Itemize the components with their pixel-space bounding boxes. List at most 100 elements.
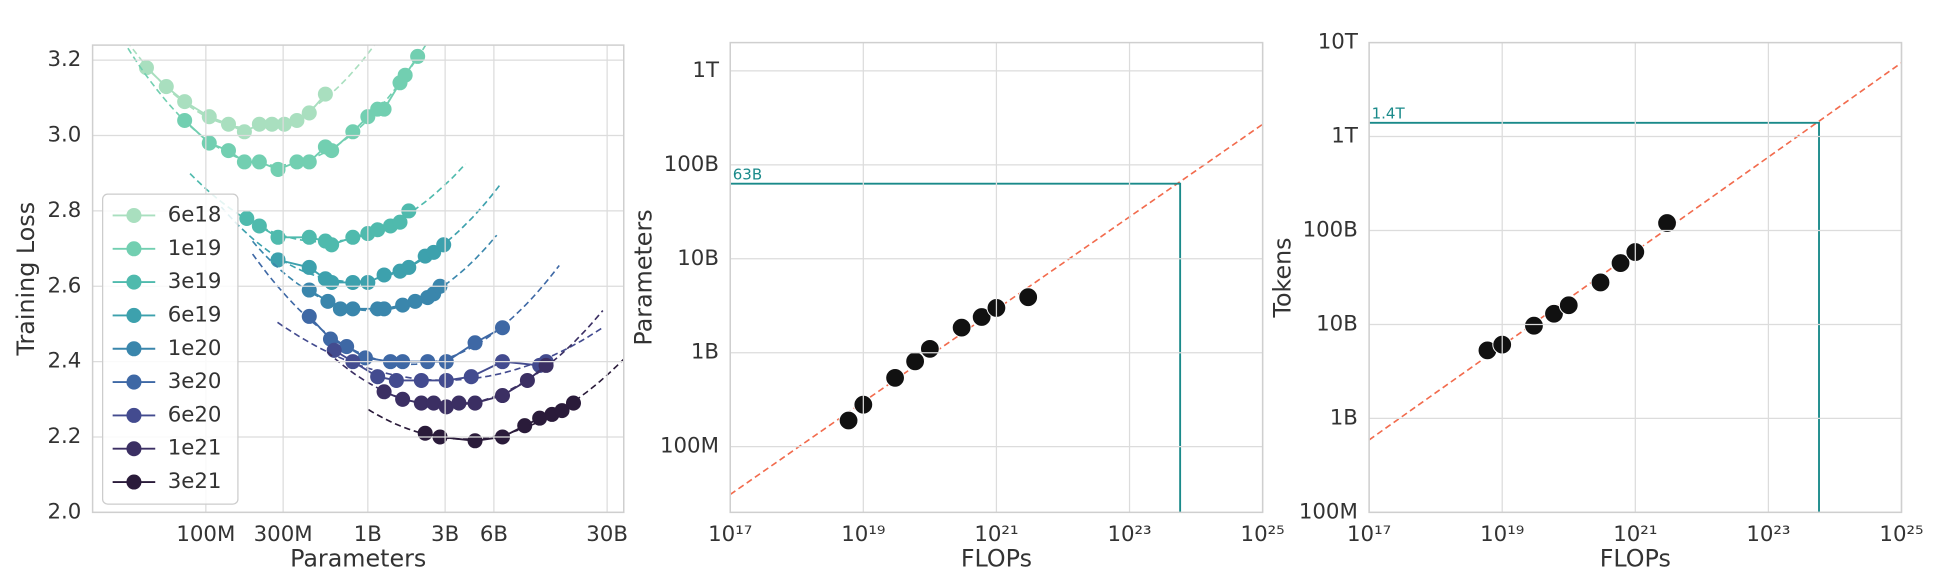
y-tick-label: 100M xyxy=(1299,499,1358,524)
point xyxy=(236,124,252,140)
point xyxy=(301,282,317,298)
point xyxy=(919,338,940,359)
plot xyxy=(127,45,624,449)
point xyxy=(1610,253,1631,273)
point xyxy=(301,105,317,121)
point xyxy=(1018,287,1039,308)
point xyxy=(467,335,483,351)
fit-curve xyxy=(127,45,427,167)
point xyxy=(301,154,317,170)
point xyxy=(270,229,286,245)
point xyxy=(332,301,348,317)
y-tick-label: 3.0 xyxy=(47,123,81,148)
point xyxy=(565,395,582,411)
legend-marker xyxy=(126,241,142,257)
fit-curve xyxy=(251,234,498,312)
annotation-lines xyxy=(730,182,1182,513)
annotation-label: 63B xyxy=(733,165,762,183)
point xyxy=(201,109,217,125)
point xyxy=(376,384,392,400)
point xyxy=(885,367,905,388)
x-tick-label: 10¹⁹ xyxy=(1480,522,1524,547)
y-tick-label: 10T xyxy=(1318,30,1359,55)
legend-marker xyxy=(126,307,142,323)
point xyxy=(251,218,267,234)
point xyxy=(345,229,361,245)
x-axis-label: FLOPs xyxy=(961,544,1032,572)
point xyxy=(395,297,411,313)
legend-label: 6e19 xyxy=(168,302,222,327)
y-tick-label: 1B xyxy=(1330,405,1358,430)
x-tick-label: 300M xyxy=(254,522,313,547)
y-tick-label: 2.0 xyxy=(47,499,81,524)
point xyxy=(538,357,554,373)
fit-curve xyxy=(128,45,376,129)
point xyxy=(339,339,355,355)
y-tick-label: 2.8 xyxy=(47,198,81,223)
y-tick-label: 100B xyxy=(664,152,719,177)
point xyxy=(276,116,292,132)
legend-label: 3e20 xyxy=(168,369,222,394)
point xyxy=(417,425,433,441)
y-tick-label: 100M xyxy=(660,434,719,459)
point xyxy=(413,395,429,411)
y-tick-label: 10B xyxy=(1316,311,1358,336)
point xyxy=(532,410,548,426)
y-axis-label: Tokens xyxy=(1268,237,1296,318)
axes-frame xyxy=(729,41,1264,514)
point xyxy=(301,259,317,275)
point xyxy=(324,274,340,291)
point xyxy=(1558,295,1579,316)
x-tick-label: 10¹⁹ xyxy=(841,522,885,547)
y-tick-label: 1T xyxy=(692,58,720,83)
y-tick-label: 1B xyxy=(691,340,719,365)
point xyxy=(413,372,429,388)
point xyxy=(407,293,423,309)
point xyxy=(395,391,411,407)
point xyxy=(392,214,408,230)
fit-curve xyxy=(277,321,604,382)
point xyxy=(289,154,305,170)
point xyxy=(301,308,317,324)
point xyxy=(345,124,361,140)
series-line xyxy=(333,349,547,382)
y-tick-label: 2.2 xyxy=(47,424,81,449)
point xyxy=(951,317,972,338)
point xyxy=(376,267,392,283)
point xyxy=(838,410,859,431)
point xyxy=(317,86,333,102)
axes-frame xyxy=(1368,41,1903,514)
point xyxy=(177,112,193,128)
point xyxy=(239,210,255,226)
y-tick-label: 1T xyxy=(1331,124,1359,149)
x-tick-label: 10²⁵ xyxy=(1241,522,1285,547)
x-tick-label: 10¹⁷ xyxy=(708,522,752,547)
fit-curve xyxy=(368,357,624,440)
point xyxy=(1524,315,1544,336)
point xyxy=(397,67,413,83)
point xyxy=(401,259,417,275)
y-axis-label: Parameters xyxy=(630,209,658,345)
point xyxy=(264,116,280,132)
x-tick-label: 100M xyxy=(176,522,235,547)
x-tick-label: 10²¹ xyxy=(1613,522,1657,547)
legend-label: 1e21 xyxy=(168,436,222,461)
point xyxy=(410,48,426,64)
x-axis-label: Parameters xyxy=(290,544,426,572)
point xyxy=(494,388,511,404)
point xyxy=(320,293,336,309)
point xyxy=(451,395,467,411)
x-tick-label: 10²⁵ xyxy=(1879,522,1923,547)
point xyxy=(517,418,533,434)
x-tick-label: 10²³ xyxy=(1746,522,1790,547)
point xyxy=(436,237,452,253)
point xyxy=(463,369,479,385)
point xyxy=(438,399,454,415)
point xyxy=(324,237,340,253)
point xyxy=(326,342,342,358)
legend-marker xyxy=(126,441,142,457)
y-tick-label: 100B xyxy=(1303,217,1358,242)
point xyxy=(251,116,267,132)
point xyxy=(376,301,392,317)
